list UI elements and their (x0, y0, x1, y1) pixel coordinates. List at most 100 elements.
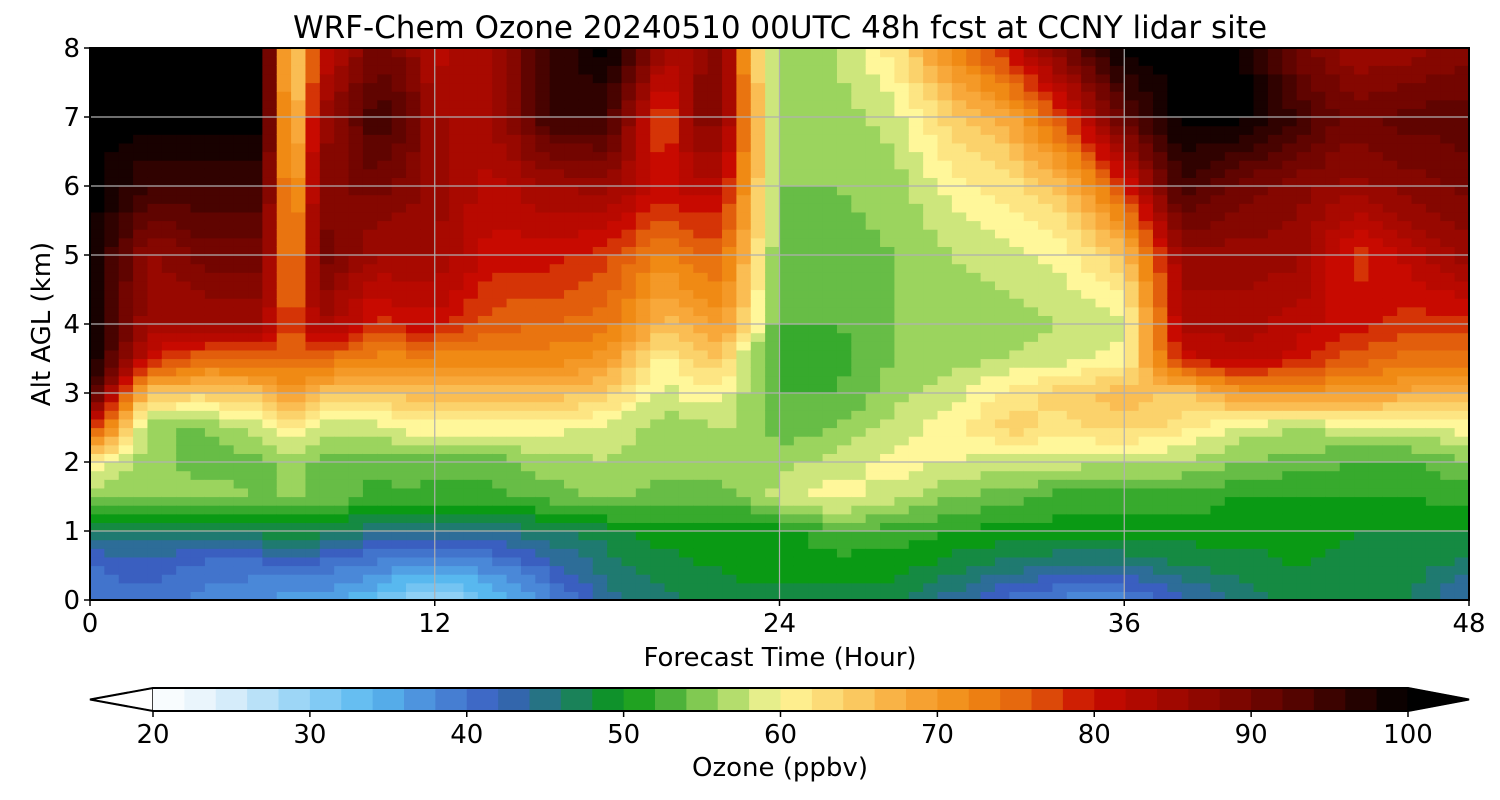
heatmap-cell (736, 203, 752, 213)
heatmap-cell (1052, 444, 1068, 454)
heatmap-cell (951, 556, 967, 567)
heatmap-cell (219, 280, 235, 291)
heatmap-cell (836, 444, 852, 454)
heatmap-cell (233, 591, 249, 601)
heatmap-cell (765, 99, 781, 109)
heatmap-cell (880, 341, 896, 351)
heatmap-cell (406, 349, 421, 360)
heatmap-cell (1052, 315, 1068, 325)
heatmap-cell (133, 246, 149, 256)
heatmap-cell (348, 160, 364, 170)
heatmap-cell (607, 246, 623, 256)
heatmap-cell (808, 82, 824, 92)
heatmap-cell (219, 349, 235, 360)
heatmap-cell (190, 255, 206, 265)
heatmap-cell (219, 298, 235, 308)
heatmap-cell (348, 332, 364, 342)
heatmap-cell (808, 496, 824, 506)
heatmap-cell (334, 142, 350, 153)
heatmap-cell (621, 246, 637, 256)
heatmap-cell (592, 470, 608, 480)
heatmap-cell (248, 410, 263, 420)
heatmap-cell (147, 229, 163, 239)
heatmap-cell (406, 203, 421, 213)
heatmap-cell (276, 436, 292, 446)
heatmap-cell (147, 160, 163, 170)
heatmap-cell (434, 427, 450, 437)
heatmap-cell (391, 186, 407, 196)
heatmap-cell (204, 582, 220, 592)
heatmap-cell (1038, 505, 1054, 515)
heatmap-cell (535, 56, 551, 66)
heatmap-cell (635, 436, 651, 446)
heatmap-cell (362, 591, 378, 601)
heatmap-cell (578, 56, 594, 66)
heatmap-cell (750, 582, 766, 592)
heatmap-cell (1196, 427, 1212, 437)
heatmap-cell (808, 444, 824, 454)
heatmap-cell (707, 462, 723, 472)
heatmap-cell (463, 298, 479, 308)
heatmap-cell (994, 522, 1010, 532)
heatmap-cell (765, 522, 781, 532)
heatmap-cell (607, 453, 623, 463)
heatmap-cell (664, 358, 680, 368)
heatmap-cell (219, 272, 235, 282)
heatmap-cell (621, 358, 637, 368)
heatmap-cell (994, 470, 1010, 480)
heatmap-cell (176, 272, 192, 282)
heatmap-cell (204, 591, 220, 601)
heatmap-cell (305, 479, 321, 489)
heatmap-cell (190, 82, 206, 92)
heatmap-cell (176, 117, 192, 127)
heatmap-cell (678, 574, 694, 584)
heatmap-cell (204, 91, 220, 101)
heatmap-cell (779, 91, 795, 101)
heatmap-cell (1109, 332, 1125, 342)
heatmap-cell (1052, 539, 1068, 549)
heatmap-cell (693, 565, 709, 575)
heatmap-cell (406, 237, 421, 247)
heatmap-cell (305, 470, 321, 480)
heatmap-cell (262, 522, 278, 532)
heatmap-cell (1152, 539, 1168, 549)
heatmap-cell (305, 306, 321, 316)
heatmap-cell (937, 272, 953, 282)
heatmap-cell (1009, 177, 1025, 187)
heatmap-cell (492, 470, 508, 480)
heatmap-cell (449, 341, 465, 351)
heatmap-cell (722, 134, 737, 144)
heatmap-cell (678, 522, 694, 532)
heatmap-cell (90, 487, 105, 498)
heatmap-cell (894, 134, 910, 144)
heatmap-cell (133, 289, 149, 299)
heatmap-cell (722, 73, 737, 84)
heatmap-cell (535, 349, 551, 360)
heatmap-cell (319, 582, 335, 592)
heatmap-cell (104, 505, 120, 515)
heatmap-cell (492, 56, 508, 66)
heatmap-cell (736, 453, 752, 463)
heatmap-cell (219, 418, 235, 429)
heatmap-cell (133, 591, 149, 601)
heatmap-cell (980, 203, 996, 213)
heatmap-cell (262, 531, 278, 541)
heatmap-cell (894, 418, 910, 429)
heatmap-cell (750, 384, 766, 394)
heatmap-cell (90, 453, 105, 463)
heatmap-cell (836, 186, 852, 196)
heatmap-cell (161, 427, 177, 437)
heatmap-cell (808, 117, 824, 127)
heatmap-cells (90, 48, 1470, 601)
heatmap-cell (1181, 384, 1197, 394)
heatmap-cell (305, 229, 321, 239)
heatmap-cell (1124, 134, 1140, 144)
heatmap-cell (822, 410, 838, 420)
heatmap-cell (549, 177, 565, 187)
heatmap-cell (1066, 418, 1082, 429)
heatmap-cell (319, 548, 335, 558)
heatmap-cell (1023, 73, 1039, 84)
heatmap-cell (1038, 65, 1054, 75)
heatmap-cell (722, 367, 737, 377)
heatmap-cell (678, 332, 694, 342)
